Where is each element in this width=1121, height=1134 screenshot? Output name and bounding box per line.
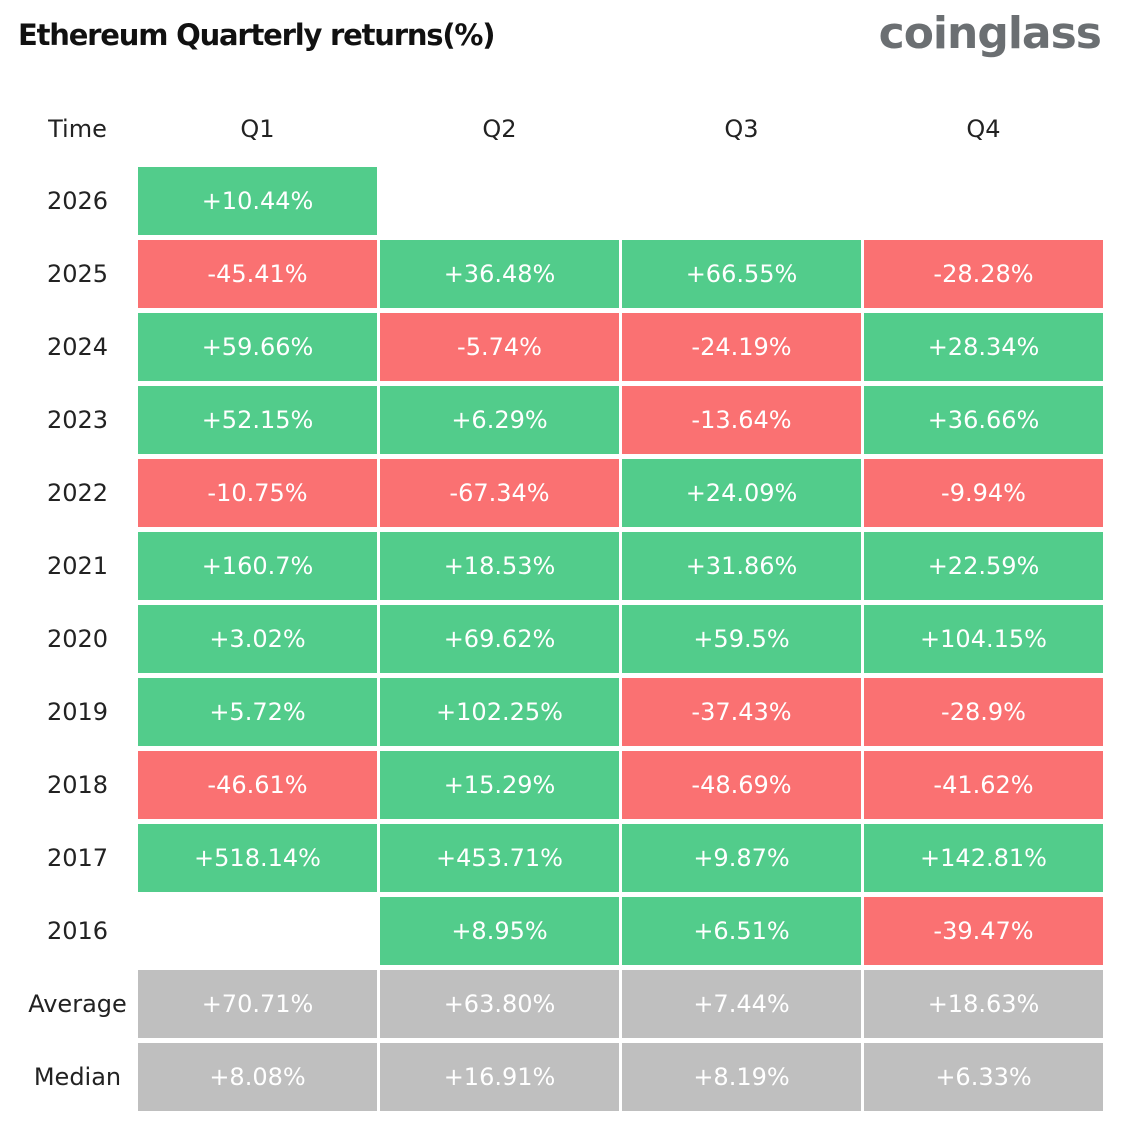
return-cell: +6.51% — [622, 897, 861, 965]
summary-cell: +7.44% — [622, 970, 861, 1038]
summary-cell: +6.33% — [864, 1043, 1103, 1111]
header-q1: Q1 — [240, 115, 275, 143]
year-label: 2024 — [46, 333, 109, 361]
year-label: 2025 — [46, 260, 109, 288]
return-cell: -10.75% — [138, 459, 377, 527]
return-cell: +36.48% — [380, 240, 619, 308]
header-q4: Q4 — [966, 115, 1001, 143]
summary-cell: +18.63% — [864, 970, 1103, 1038]
coinglass-logo: coinglass — [878, 8, 1102, 59]
summary-cell: +8.08% — [138, 1043, 377, 1111]
year-label: 2020 — [46, 625, 109, 653]
return-cell: -45.41% — [138, 240, 377, 308]
empty-cell — [380, 167, 619, 235]
return-cell: +104.15% — [864, 605, 1103, 673]
year-label: 2021 — [46, 552, 109, 580]
return-cell: -28.9% — [864, 678, 1103, 746]
return-cell: +8.95% — [380, 897, 619, 965]
return-cell: +102.25% — [380, 678, 619, 746]
empty-cell — [138, 897, 377, 965]
year-label: 2017 — [46, 844, 109, 872]
summary-cell: +63.80% — [380, 970, 619, 1038]
empty-cell — [622, 167, 861, 235]
empty-cell — [864, 167, 1103, 235]
chart-title: Ethereum Quarterly returns(%) — [18, 18, 496, 52]
return-cell: +52.15% — [138, 386, 377, 454]
return-cell: +453.71% — [380, 824, 619, 892]
year-label: 2016 — [46, 917, 109, 945]
return-cell: +3.02% — [138, 605, 377, 673]
return-cell: -39.47% — [864, 897, 1103, 965]
return-cell: -41.62% — [864, 751, 1103, 819]
return-cell: +160.7% — [138, 532, 377, 600]
summary-label: Median — [33, 1063, 122, 1091]
return-cell: -24.19% — [622, 313, 861, 381]
header-time: Time — [48, 115, 107, 143]
return-cell: +69.62% — [380, 605, 619, 673]
year-label: 2019 — [46, 698, 109, 726]
return-cell: +66.55% — [622, 240, 861, 308]
return-cell: +59.5% — [622, 605, 861, 673]
return-cell: +59.66% — [138, 313, 377, 381]
header-q3: Q3 — [724, 115, 759, 143]
return-cell: -5.74% — [380, 313, 619, 381]
return-cell: +6.29% — [380, 386, 619, 454]
summary-label: Average — [28, 990, 127, 1018]
return-cell: +10.44% — [138, 167, 377, 235]
year-label: 2018 — [46, 771, 109, 799]
return-cell: +28.34% — [864, 313, 1103, 381]
return-cell: +518.14% — [138, 824, 377, 892]
summary-cell: +16.91% — [380, 1043, 619, 1111]
summary-cell: +8.19% — [622, 1043, 861, 1111]
return-cell: -28.28% — [864, 240, 1103, 308]
year-label: 2022 — [46, 479, 109, 507]
return-cell: +5.72% — [138, 678, 377, 746]
returns-table: Time Q1 Q2 Q3 Q4 2026 +10.44% 2025 -45.41% +36.48… — [20, 96, 1103, 1111]
return-cell: -37.43% — [622, 678, 861, 746]
return-cell: +31.86% — [622, 532, 861, 600]
return-cell: +22.59% — [864, 532, 1103, 600]
return-cell: -46.61% — [138, 751, 377, 819]
return-cell: +24.09% — [622, 459, 861, 527]
return-cell: +36.66% — [864, 386, 1103, 454]
year-label: 2023 — [46, 406, 109, 434]
return-cell: -13.64% — [622, 386, 861, 454]
return-cell: +15.29% — [380, 751, 619, 819]
summary-cell: +70.71% — [138, 970, 377, 1038]
return-cell: +142.81% — [864, 824, 1103, 892]
year-label: 2026 — [46, 187, 109, 215]
return-cell: +18.53% — [380, 532, 619, 600]
return-cell: -48.69% — [622, 751, 861, 819]
return-cell: -9.94% — [864, 459, 1103, 527]
return-cell: +9.87% — [622, 824, 861, 892]
return-cell: -67.34% — [380, 459, 619, 527]
header-q2: Q2 — [482, 115, 517, 143]
